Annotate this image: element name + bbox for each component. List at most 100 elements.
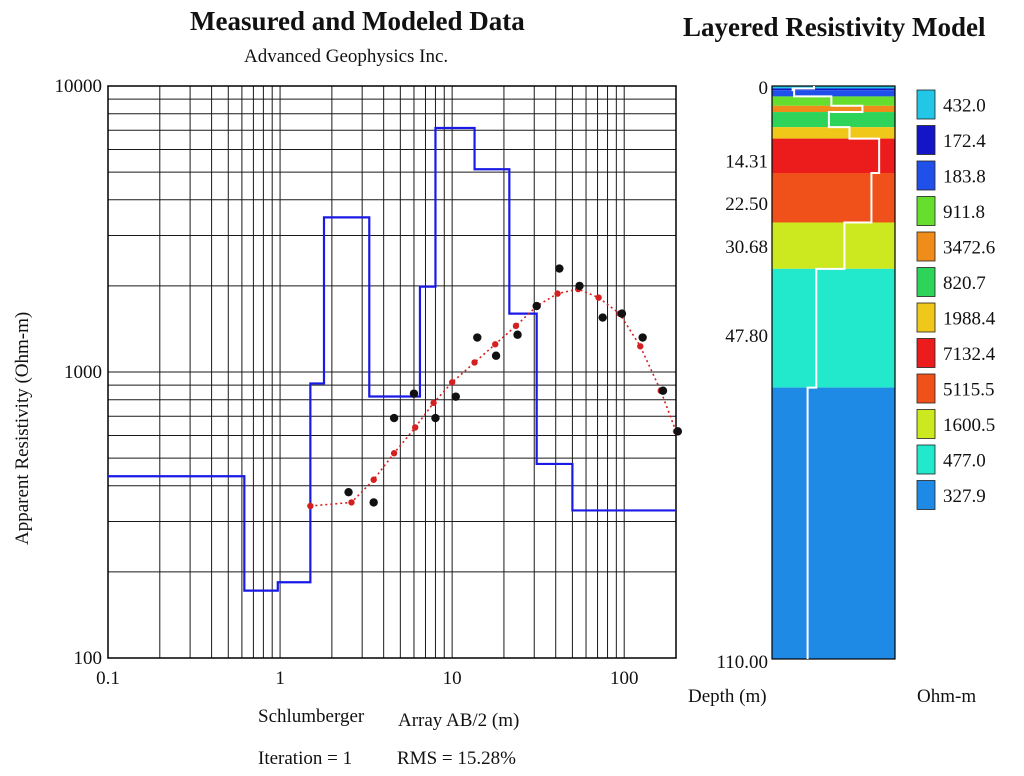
legend-swatch (916, 409, 936, 439)
chart-title: Measured and Modeled Data (190, 6, 525, 36)
legend-value: 172.4 (943, 131, 986, 152)
resistivity-legend: 432.0 172.4 183.8 911.8 3472.6 820.7 1988.4 713… (916, 89, 996, 510)
measured-point (389, 413, 399, 423)
model-layer (772, 268, 895, 388)
x-axis-label: Array AB/2 (m) (398, 710, 520, 731)
chart-tick-labels: 0.1 1 10 100 10000 1000 100 (55, 76, 639, 689)
modeled-point (307, 502, 314, 510)
depth-tick-label: 30.68 (725, 237, 768, 258)
measured-point (369, 498, 378, 507)
modeled-point (637, 343, 644, 350)
measured-point (638, 333, 647, 342)
resistivity-profile-line (791, 86, 881, 659)
depth-tick-label: 110.00 (716, 652, 768, 673)
model-layer (772, 127, 895, 139)
modeled-curve (310, 288, 677, 507)
measured-point (513, 330, 522, 339)
legend-value: 183.8 (943, 167, 986, 188)
x-tick-label: 0.1 (96, 668, 120, 689)
legend-value: 3472.6 (943, 238, 995, 259)
modeled-point (471, 359, 478, 366)
modeled-point (430, 399, 437, 407)
legend-swatch (916, 480, 936, 510)
y-tick-label: 10000 (55, 76, 103, 97)
legend-swatch (916, 89, 936, 120)
modeled-point (348, 499, 355, 506)
legend-value: 432.0 (943, 96, 986, 117)
x-tick-label: 100 (610, 668, 639, 689)
measured-point (555, 264, 564, 273)
legend-swatch (916, 231, 936, 262)
resistivity-unit-label: Ohm-m (917, 686, 977, 707)
chart-series (108, 126, 683, 592)
measured-point (532, 301, 541, 311)
model-layer (772, 222, 895, 269)
measured-point (431, 413, 440, 423)
model-layer (772, 96, 895, 106)
measured-point (658, 386, 668, 395)
legend-swatch (916, 444, 936, 475)
legend-swatch (916, 196, 936, 226)
measured-point (617, 309, 627, 318)
iteration-label: Iteration = 1 (258, 748, 353, 769)
modeled-point (390, 450, 398, 457)
model-layer (772, 172, 895, 223)
depth-tick-label: 0 (759, 78, 769, 99)
model-frame (771, 85, 896, 660)
model-layer (772, 112, 895, 128)
legend-swatch (916, 160, 936, 191)
legend-swatch (916, 373, 936, 404)
measured-point (451, 392, 460, 401)
legend-swatch (916, 338, 936, 368)
model-layers (771, 85, 896, 660)
measured-point (491, 351, 501, 360)
measured-point (409, 389, 419, 398)
depth-tick-label: 14.31 (725, 152, 768, 173)
legend-value: 820.7 (943, 273, 986, 294)
chart-subtitle: Advanced Geophysics Inc. (244, 46, 449, 67)
model-layer (772, 86, 895, 89)
depth-tick-labels: 0 14.31 22.50 30.68 47.80 110.00 (716, 78, 768, 673)
measured-point (473, 333, 482, 342)
model-layer (772, 90, 895, 97)
modeled-point (448, 379, 456, 386)
legend-value: 5115.5 (943, 380, 995, 401)
modeled-point (492, 341, 499, 348)
model-layer (772, 138, 895, 173)
legend-value: 1600.5 (943, 415, 995, 436)
model-layer (772, 387, 895, 659)
y-tick-label: 100 (74, 648, 103, 669)
depth-axis-label: Depth (m) (688, 686, 767, 707)
chart-grid (107, 85, 677, 659)
x-tick-label: 1 (275, 668, 285, 689)
legend-swatch (916, 125, 936, 155)
model-layer (772, 88, 895, 91)
rms-label: RMS = 15.28% (397, 748, 516, 769)
depth-tick-label: 22.50 (725, 194, 768, 215)
array-type-label: Schlumberger (258, 706, 365, 727)
modeled-point (595, 294, 602, 301)
y-tick-label: 1000 (64, 362, 102, 383)
modeled-point (554, 290, 561, 297)
legend-value: 911.8 (943, 202, 985, 223)
model-layer (772, 105, 895, 113)
model-title: Layered Resistivity Model (683, 12, 986, 42)
modeled-point (512, 322, 520, 330)
depth-tick-label: 47.80 (725, 326, 768, 347)
plot-frame (107, 85, 677, 659)
legend-value: 7132.4 (943, 344, 996, 365)
legend-swatch (916, 267, 936, 297)
modeled-point (411, 424, 419, 431)
legend-swatch (916, 302, 936, 333)
legend-value: 477.0 (943, 451, 986, 472)
measured-point (344, 487, 353, 497)
legend-value: 327.9 (943, 486, 986, 507)
measured-point (598, 313, 607, 322)
model-step-curve (108, 126, 676, 592)
x-tick-label: 10 (443, 668, 462, 689)
measured-point (673, 427, 683, 436)
legend-value: 1988.4 (943, 309, 996, 330)
modeled-point (370, 476, 377, 483)
